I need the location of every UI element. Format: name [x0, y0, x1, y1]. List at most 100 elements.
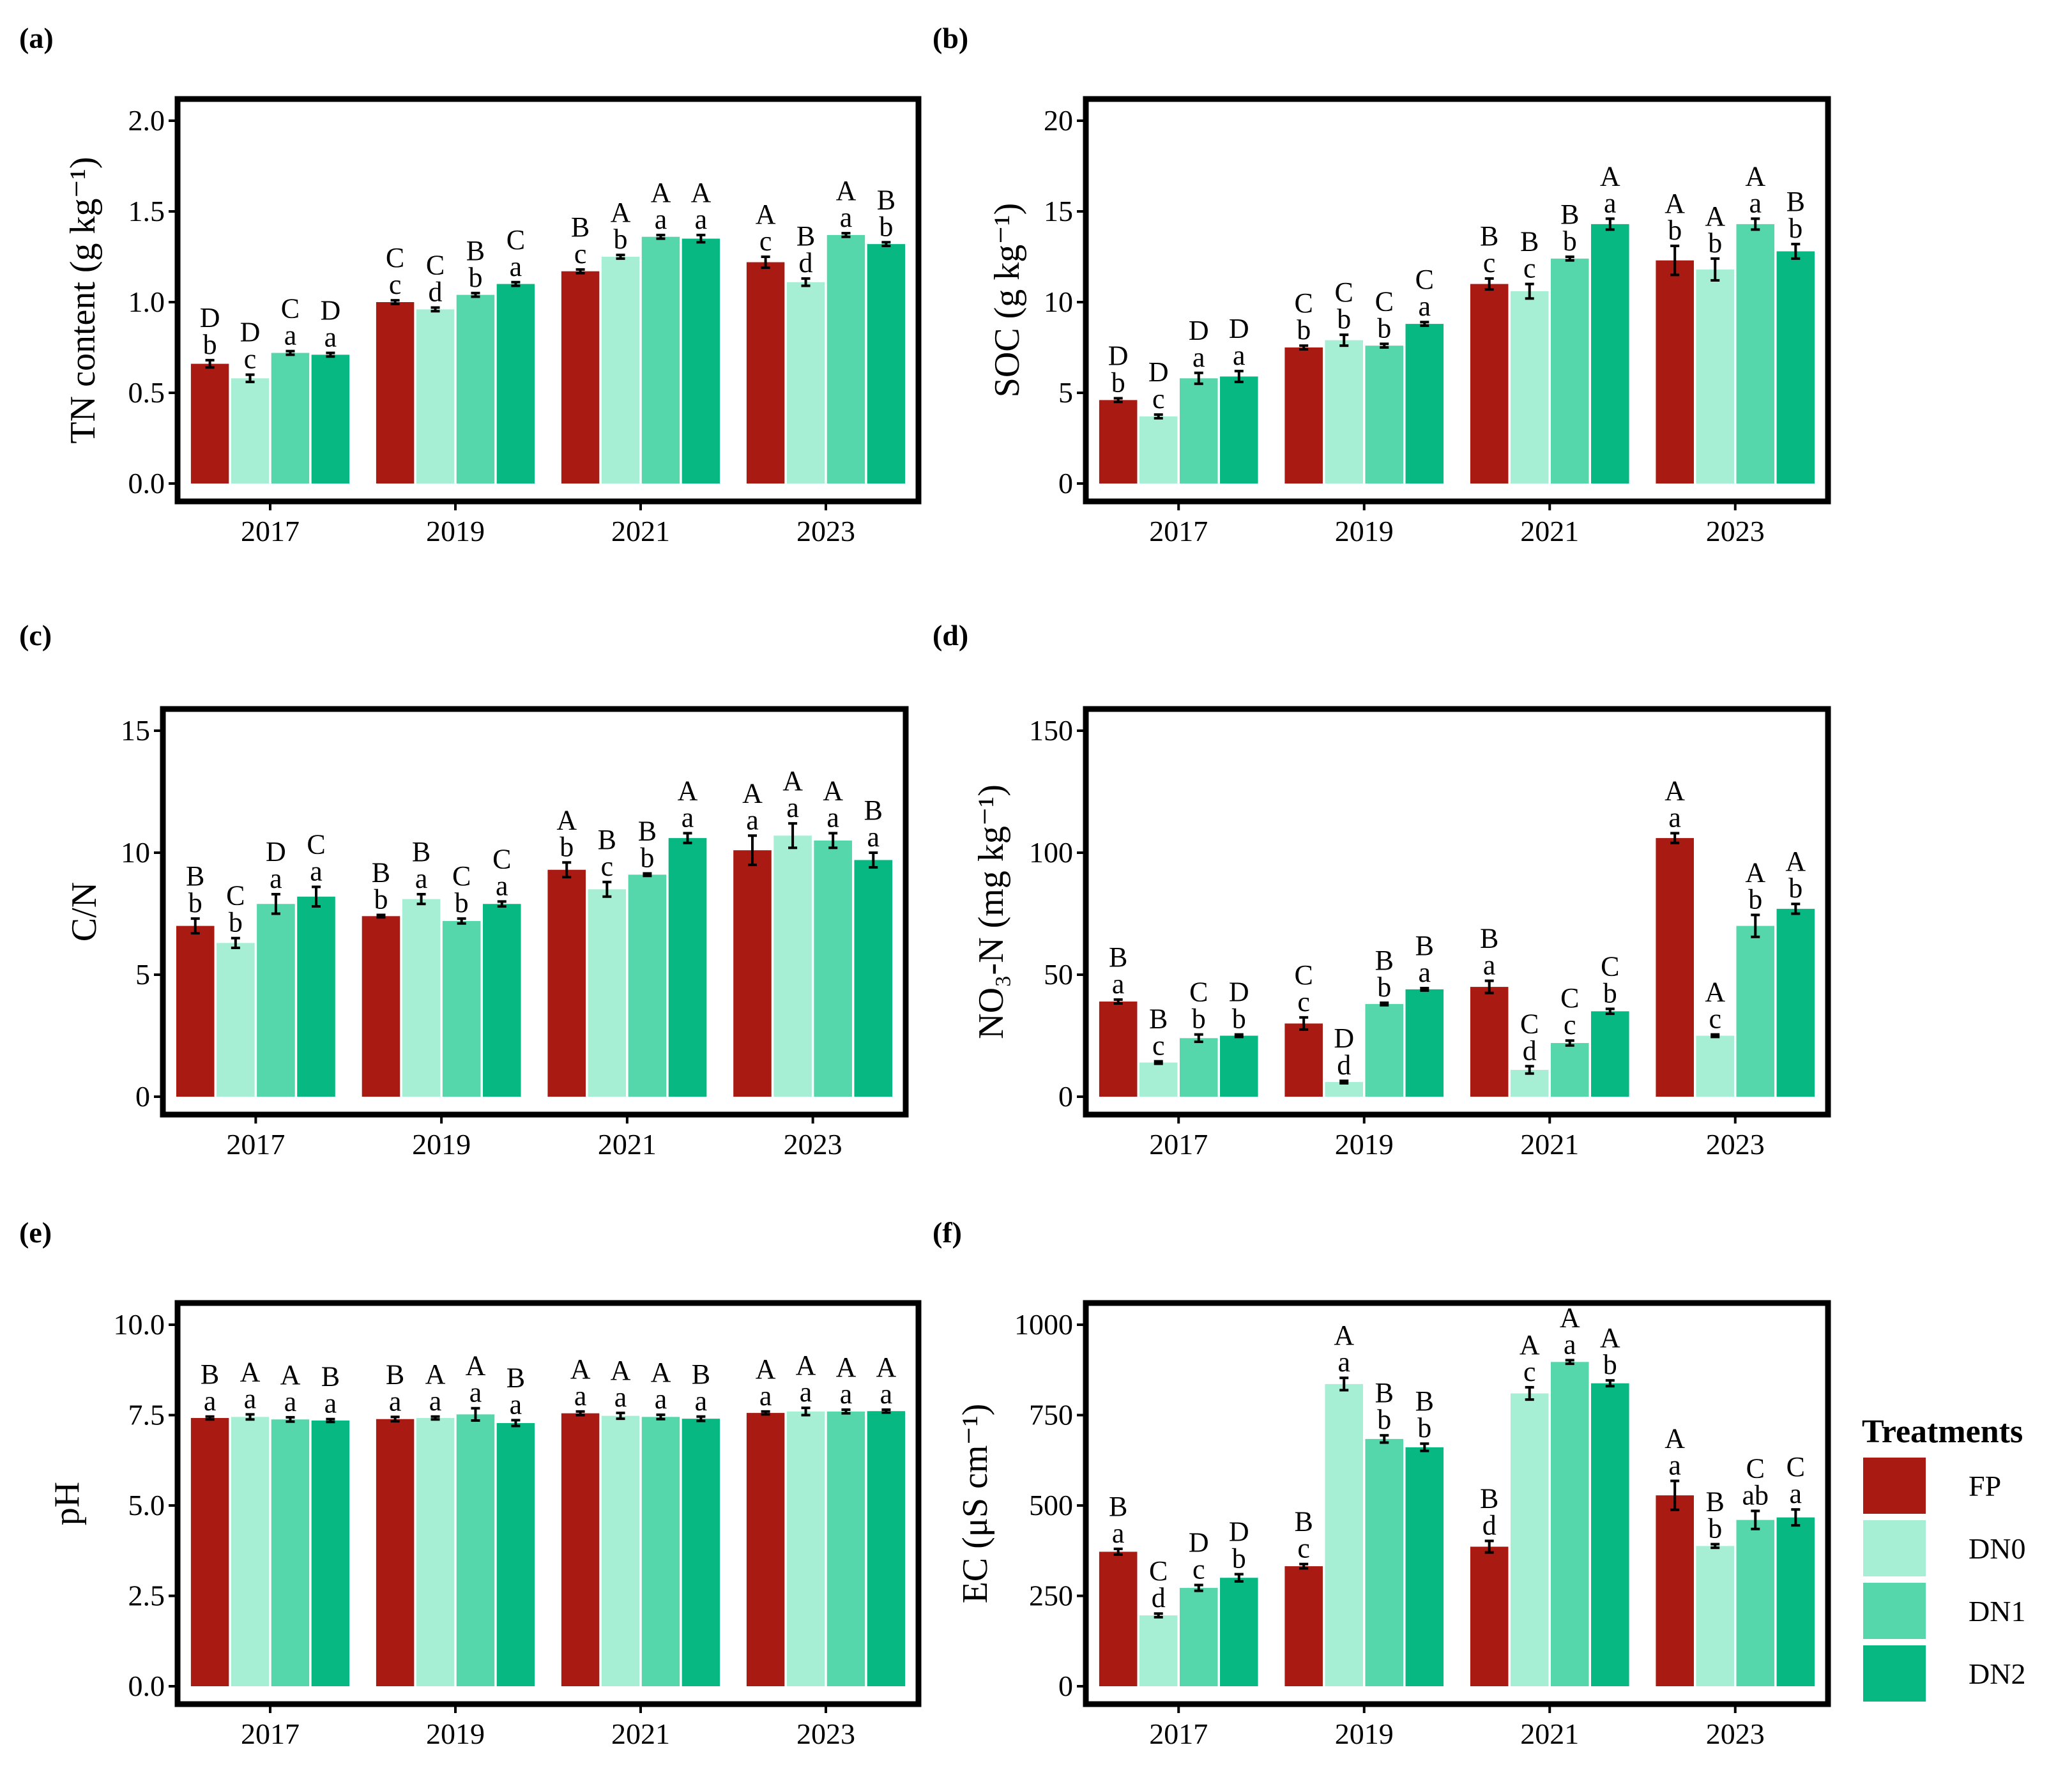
chart-panel-e: (e)0.02.55.07.510.0pH2017aBaAaAaB2019aBa… — [19, 1216, 922, 1750]
bar-DN1-2021 — [628, 874, 667, 1097]
uppercase-letter: C — [1560, 982, 1579, 1014]
bar-DN2-2019 — [482, 904, 521, 1097]
x-tick-label: 2023 — [1706, 1128, 1765, 1161]
lowercase-letter: c — [1523, 1356, 1536, 1387]
uppercase-letter: A — [823, 775, 843, 806]
bar-DN1-2021 — [641, 1417, 680, 1686]
lowercase-letter: a — [496, 870, 508, 901]
bar-DN0-2023 — [786, 282, 825, 484]
lowercase-letter: a — [1112, 968, 1125, 1000]
uppercase-letter: B — [507, 1362, 525, 1393]
legend-title: Treatments — [1862, 1414, 2023, 1450]
uppercase-letter: A — [570, 1353, 591, 1385]
lowercase-letter: a — [1419, 957, 1431, 988]
bar-DN0-2021 — [601, 1415, 640, 1686]
lowercase-letter: a — [1790, 1478, 1802, 1509]
y-tick-label: 1000 — [1014, 1308, 1073, 1341]
panel-label: (b) — [933, 22, 968, 54]
bar-DN1-2019 — [1365, 346, 1404, 484]
uppercase-letter: A — [280, 1359, 301, 1391]
x-tick-label: 2019 — [426, 1718, 485, 1750]
uppercase-letter: A — [1785, 846, 1806, 877]
uppercase-letter: C — [1415, 264, 1434, 295]
y-tick-label: 250 — [1029, 1580, 1073, 1612]
lowercase-letter: b — [229, 907, 243, 938]
bar-FP-2017 — [176, 926, 215, 1097]
uppercase-letter: C — [507, 224, 525, 255]
uppercase-letter: B — [877, 184, 895, 215]
uppercase-letter: D — [1189, 1527, 1209, 1558]
lowercase-letter: c — [1297, 1533, 1310, 1564]
legend: Treatments FP DN0 DN1 DN2 — [1862, 1414, 2025, 1702]
uppercase-letter: A — [1745, 857, 1765, 888]
bar-DN2-2023 — [867, 1411, 906, 1686]
panel-label: (c) — [19, 619, 52, 652]
y-axis-title: pH — [47, 1482, 87, 1525]
uppercase-letter: A — [1560, 1302, 1580, 1333]
y-tick-label: 2.5 — [128, 1580, 165, 1612]
uppercase-letter: A — [556, 804, 577, 835]
lowercase-letter: b — [188, 887, 202, 918]
x-tick-label: 2017 — [1149, 515, 1208, 547]
x-tick-label: 2019 — [1335, 1718, 1394, 1750]
bar-DN2-2019 — [496, 1422, 535, 1686]
uppercase-letter: B — [1706, 1486, 1725, 1518]
uppercase-letter: B — [412, 836, 430, 867]
x-tick-label: 2023 — [1706, 515, 1765, 547]
uppercase-letter: A — [1664, 188, 1685, 219]
lowercase-letter: a — [429, 1385, 442, 1417]
lowercase-letter: a — [284, 1386, 297, 1417]
uppercase-letter: D — [1229, 313, 1249, 344]
bar-DN1-2023 — [827, 1411, 865, 1686]
bar-FP-2017 — [1099, 1002, 1138, 1097]
x-tick-label: 2019 — [1335, 515, 1394, 547]
uppercase-letter: B — [1109, 1491, 1127, 1522]
uppercase-letter: C — [281, 293, 300, 324]
lowercase-letter: a — [1483, 950, 1496, 981]
bar-DN1-2017 — [271, 353, 310, 484]
uppercase-letter: C — [1786, 1451, 1805, 1482]
lowercase-letter: b — [1668, 215, 1682, 246]
lowercase-letter: b — [640, 842, 654, 873]
lowercase-letter: a — [310, 855, 323, 887]
y-tick-label: 0.5 — [128, 376, 165, 409]
uppercase-letter: C — [307, 828, 325, 860]
panel-label: (e) — [19, 1216, 52, 1249]
bar-DN0-2019 — [1325, 1082, 1364, 1097]
uppercase-letter: C — [1149, 1555, 1168, 1587]
y-tick-label: 0 — [1058, 467, 1073, 499]
uppercase-letter: B — [1109, 941, 1127, 973]
bar-DN2-2017 — [311, 1420, 350, 1686]
bar-DN2-2019 — [1405, 324, 1444, 484]
lowercase-letter: a — [1419, 291, 1431, 322]
uppercase-letter: A — [678, 775, 698, 806]
x-tick-label: 2021 — [1520, 1718, 1579, 1750]
lowercase-letter: a — [324, 322, 337, 353]
lowercase-letter: d — [1337, 1049, 1351, 1081]
uppercase-letter: B — [321, 1361, 340, 1392]
bar-FP-2019 — [376, 1419, 415, 1686]
lowercase-letter: b — [1708, 1513, 1722, 1544]
bar-FP-2021 — [561, 271, 600, 484]
lowercase-letter: a — [469, 1377, 482, 1408]
bar-DN2-2019 — [1405, 1447, 1444, 1686]
y-tick-label: 150 — [1029, 714, 1073, 747]
bar-DN2-2021 — [1591, 1011, 1629, 1097]
x-tick-label: 2017 — [226, 1128, 285, 1161]
uppercase-letter: A — [1745, 160, 1765, 192]
panel-label: (f) — [933, 1216, 962, 1249]
uppercase-letter: B — [1375, 1377, 1394, 1408]
x-tick-label: 2019 — [412, 1128, 471, 1161]
y-tick-label: 15 — [1044, 195, 1073, 227]
plot-frame — [1083, 1300, 1831, 1707]
y-tick-label: 1.5 — [128, 195, 165, 227]
y-tick-label: 750 — [1029, 1399, 1073, 1431]
bar-DN1-2017 — [1179, 1038, 1218, 1097]
panel-label: (a) — [19, 22, 54, 54]
lowercase-letter: a — [389, 1385, 402, 1417]
bar-DN2-2019 — [1405, 989, 1444, 1097]
y-tick-label: 5 — [135, 958, 150, 991]
lowercase-letter: c — [1523, 253, 1536, 284]
uppercase-letter: C — [1520, 1008, 1539, 1039]
lowercase-letter: a — [510, 1389, 522, 1420]
